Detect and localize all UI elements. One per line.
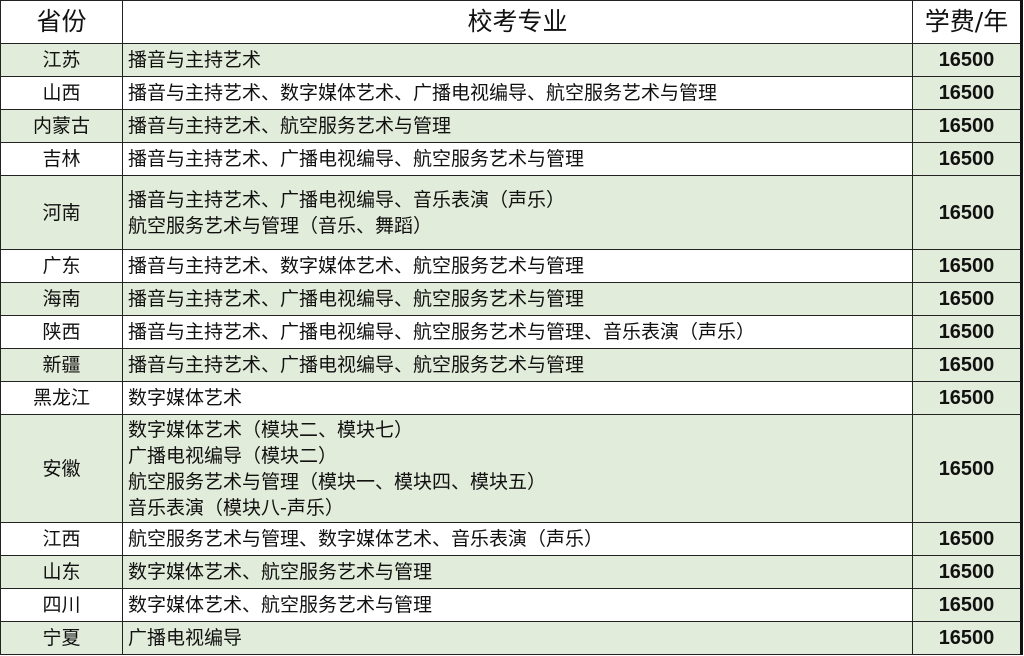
fee-cell: 16500 (912, 249, 1022, 283)
table-row: 陕西 播音与主持艺术、广播电视编导、航空服务艺术与管理、音乐表演（声乐） 16500 (0, 315, 1022, 349)
header-major: 校考专业 (122, 0, 913, 44)
table-body: 江苏 播音与主持艺术 16500 山西 播音与主持艺术、数字媒体艺术、广播电视编导、航空… (0, 43, 1022, 655)
major-cell: 播音与主持艺术、广播电视编导、音乐表演（声乐） 航空服务艺术与管理（音乐、舞蹈） (122, 175, 913, 250)
major-cell: 数字媒体艺术、航空服务艺术与管理 (122, 555, 913, 589)
province-cell: 广东 (0, 249, 123, 283)
major-line: 播音与主持艺术、广播电视编导、音乐表演（声乐） (128, 188, 566, 211)
major-line: 播音与主持艺术、广播电视编导、航空服务艺术与管理 (128, 354, 585, 376)
province-cell: 四川 (0, 588, 123, 622)
header-row: 省份 校考专业 学费/年 (0, 0, 1022, 44)
fee-cell: 16500 (912, 414, 1022, 523)
fee-cell: 16500 (912, 175, 1022, 250)
major-cell: 播音与主持艺术、数字媒体艺术、广播电视编导、航空服务艺术与管理 (122, 76, 913, 110)
major-line: 数字媒体艺术（模块二、模块七） (128, 418, 414, 441)
fee-cell: 16500 (912, 76, 1022, 110)
province-cell: 宁夏 (0, 621, 123, 655)
table-row: 海南 播音与主持艺术、广播电视编导、航空服务艺术与管理 16500 (0, 282, 1022, 316)
table-row: 山东 数字媒体艺术、航空服务艺术与管理 16500 (0, 555, 1022, 589)
major-cell: 数字媒体艺术 (122, 381, 913, 415)
major-line: 音乐表演（模块八-声乐） (128, 496, 344, 519)
major-line: 数字媒体艺术、航空服务艺术与管理 (128, 594, 433, 616)
fee-cell: 16500 (912, 315, 1022, 349)
major-cell: 播音与主持艺术、数字媒体艺术、航空服务艺术与管理 (122, 249, 913, 283)
table-row: 内蒙古 播音与主持艺术、航空服务艺术与管理 16500 (0, 109, 1022, 143)
major-line: 广播电视编导（模块二） (128, 444, 338, 467)
province-cell: 江苏 (0, 43, 123, 77)
major-cell: 播音与主持艺术、广播电视编导、航空服务艺术与管理、音乐表演（声乐） (122, 315, 913, 349)
table-row: 广东 播音与主持艺术、数字媒体艺术、航空服务艺术与管理 16500 (0, 249, 1022, 283)
major-line: 数字媒体艺术、航空服务艺术与管理 (128, 561, 433, 583)
table-row: 江西 航空服务艺术与管理、数字媒体艺术、音乐表演（声乐） 16500 (0, 522, 1022, 556)
fee-cell: 16500 (912, 522, 1022, 556)
major-line: 播音与主持艺术、数字媒体艺术、广播电视编导、航空服务艺术与管理 (128, 82, 718, 104)
province-cell: 山西 (0, 76, 123, 110)
major-cell: 播音与主持艺术、广播电视编导、航空服务艺术与管理 (122, 348, 913, 382)
fee-cell: 16500 (912, 381, 1022, 415)
major-cell: 播音与主持艺术、航空服务艺术与管理 (122, 109, 913, 143)
fee-cell: 16500 (912, 43, 1022, 77)
table-row: 山西 播音与主持艺术、数字媒体艺术、广播电视编导、航空服务艺术与管理 16500 (0, 76, 1022, 110)
fee-cell: 16500 (912, 555, 1022, 589)
major-line: 播音与主持艺术、广播电视编导、航空服务艺术与管理 (128, 288, 585, 310)
table-row: 河南 播音与主持艺术、广播电视编导、音乐表演（声乐） 航空服务艺术与管理（音乐、舞蹈… (0, 175, 1022, 250)
table-row: 江苏 播音与主持艺术 16500 (0, 43, 1022, 77)
province-cell: 吉林 (0, 142, 123, 176)
header-fee: 学费/年 (912, 0, 1022, 44)
major-line: 航空服务艺术与管理（音乐、舞蹈） (128, 214, 433, 237)
major-cell: 航空服务艺术与管理、数字媒体艺术、音乐表演（声乐） (122, 522, 913, 556)
fee-cell: 16500 (912, 109, 1022, 143)
major-cell: 播音与主持艺术、广播电视编导、航空服务艺术与管理 (122, 282, 913, 316)
major-line: 广播电视编导 (128, 627, 243, 649)
province-cell: 内蒙古 (0, 109, 123, 143)
major-line: 播音与主持艺术、航空服务艺术与管理 (128, 115, 452, 137)
major-cell: 数字媒体艺术（模块二、模块七） 广播电视编导（模块二） 航空服务艺术与管理（模块一、… (122, 414, 913, 523)
fee-cell: 16500 (912, 348, 1022, 382)
province-cell: 新疆 (0, 348, 123, 382)
province-cell: 河南 (0, 175, 123, 250)
fee-cell: 16500 (912, 142, 1022, 176)
major-line: 播音与主持艺术 (128, 49, 262, 71)
fee-cell: 16500 (912, 282, 1022, 316)
fee-cell: 16500 (912, 621, 1022, 655)
table-row: 黑龙江 数字媒体艺术 16500 (0, 381, 1022, 415)
header-province: 省份 (0, 0, 123, 44)
table-row: 宁夏 广播电视编导 16500 (0, 621, 1022, 655)
province-cell: 江西 (0, 522, 123, 556)
major-cell: 广播电视编导 (122, 621, 913, 655)
major-cell: 播音与主持艺术 (122, 43, 913, 77)
major-cell: 播音与主持艺术、广播电视编导、航空服务艺术与管理 (122, 142, 913, 176)
table-row: 吉林 播音与主持艺术、广播电视编导、航空服务艺术与管理 16500 (0, 142, 1022, 176)
major-line: 播音与主持艺术、数字媒体艺术、航空服务艺术与管理 (128, 255, 585, 277)
major-line: 航空服务艺术与管理（模块一、模块四、模块五） (128, 470, 547, 493)
province-cell: 安徽 (0, 414, 123, 523)
table-row: 四川 数字媒体艺术、航空服务艺术与管理 16500 (0, 588, 1022, 622)
major-line: 数字媒体艺术 (128, 387, 243, 409)
province-cell: 陕西 (0, 315, 123, 349)
major-cell: 数字媒体艺术、航空服务艺术与管理 (122, 588, 913, 622)
province-cell: 海南 (0, 282, 123, 316)
fee-cell: 16500 (912, 588, 1022, 622)
major-line: 播音与主持艺术、广播电视编导、航空服务艺术与管理、音乐表演（声乐） (128, 321, 756, 343)
major-line: 航空服务艺术与管理、数字媒体艺术、音乐表演（声乐） (128, 528, 604, 550)
province-cell: 山东 (0, 555, 123, 589)
province-cell: 黑龙江 (0, 381, 123, 415)
table-row: 安徽 数字媒体艺术（模块二、模块七） 广播电视编导（模块二） 航空服务艺术与管理（模块… (0, 414, 1022, 523)
table-row: 新疆 播音与主持艺术、广播电视编导、航空服务艺术与管理 16500 (0, 348, 1022, 382)
major-line: 播音与主持艺术、广播电视编导、航空服务艺术与管理 (128, 148, 585, 170)
